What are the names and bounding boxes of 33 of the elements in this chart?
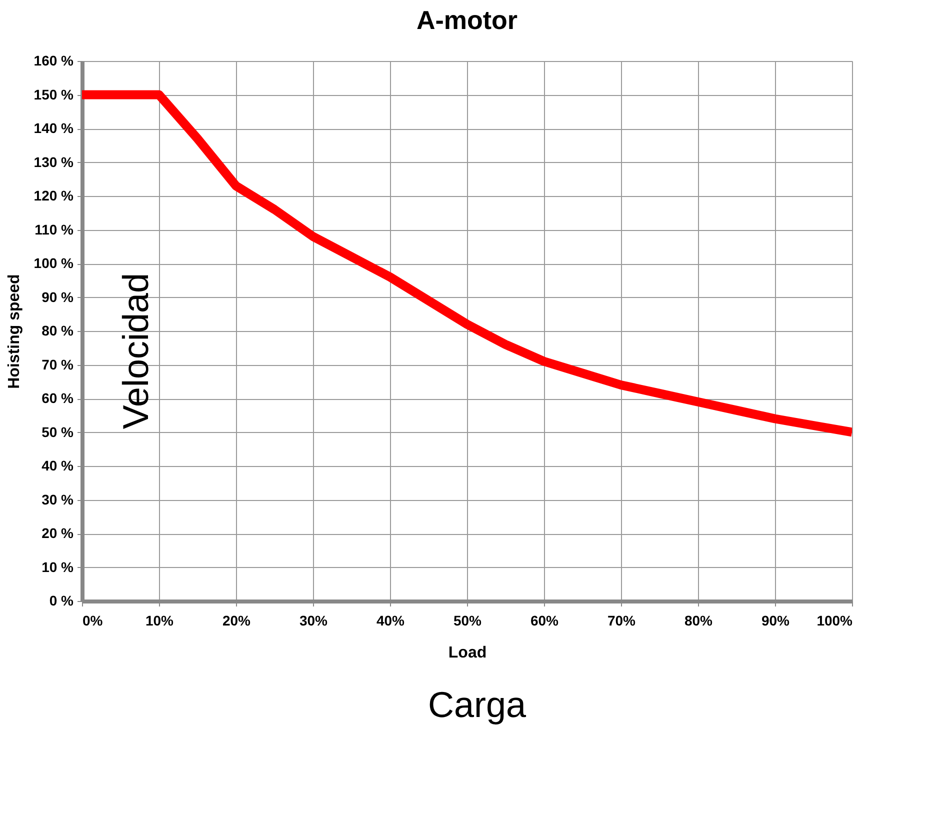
y-tick-label: 150 % (34, 86, 74, 102)
x-tick-label: 10% (145, 612, 174, 628)
y-tick-label: 40 % (42, 458, 74, 474)
y-tick-label: 140 % (34, 120, 74, 136)
x-tick-label: 60% (530, 612, 560, 628)
x-tick-label: 40% (376, 612, 406, 628)
y-tick-label: 70 % (42, 356, 74, 372)
x-axis-title: Load (448, 644, 487, 662)
x-tick-label: 30% (299, 612, 328, 628)
x-tick-label: 50% (453, 612, 482, 628)
y-tick-label: 160 % (34, 52, 74, 68)
chart-title: A-motor (416, 5, 518, 35)
x-tick-label: 20% (222, 612, 252, 628)
y-tick-label: 50 % (42, 424, 74, 440)
x-tick-label: 0% (82, 612, 104, 628)
y-tick-label: 0 % (49, 592, 74, 608)
x-tick-label: 90% (761, 612, 790, 628)
x-tick-label: 70% (607, 612, 636, 628)
y-tick-label: 110 % (34, 221, 74, 238)
y-tick-label: 30 % (42, 491, 74, 508)
y-tick-label: 120 % (34, 188, 74, 204)
text: Carga (428, 684, 527, 725)
y-tick-label: 90 % (42, 288, 74, 305)
y-tick-label: 20 % (42, 525, 74, 541)
x-tick-label: 100% (816, 612, 854, 628)
y-tick-label: 100 % (34, 255, 74, 271)
annotation: Velocidad (115, 272, 156, 430)
y-axis-title: Hoisting speed (6, 274, 23, 389)
x-tick-label: 80% (684, 612, 714, 628)
y-tick-label: 130 % (34, 154, 74, 170)
y-tick-label: 10 % (42, 558, 74, 575)
y-tick-label: 80 % (42, 322, 74, 338)
y-tick-label: 60 % (42, 390, 74, 406)
